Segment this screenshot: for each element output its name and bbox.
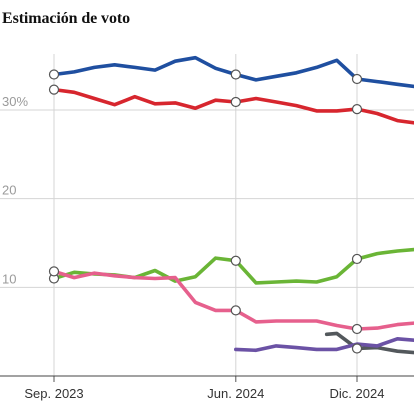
series-line-5: [234, 336, 414, 353]
x-tick-label: Sep. 2023: [24, 386, 83, 401]
y-tick-label: 20: [2, 183, 16, 198]
series-3-marker: [351, 323, 363, 335]
series-0-marker: [48, 69, 60, 80]
y-tick-label: 30%: [2, 94, 28, 109]
x-tick-label: Jun. 2024: [207, 386, 264, 401]
series-line-3: [52, 269, 414, 331]
series-1-marker: [230, 96, 241, 108]
series-0-marker: [351, 73, 363, 85]
series-2-marker: [351, 253, 363, 265]
series-3-marker: [230, 305, 241, 316]
series-2-marker: [230, 255, 241, 266]
series-1-marker: [351, 104, 363, 115]
series-0-marker: [230, 69, 241, 80]
y-tick-label: 10: [2, 271, 16, 286]
chart-title: Estimación de voto: [2, 10, 130, 27]
series-line-4: [324, 331, 414, 355]
x-tick-label: Dic. 2024: [330, 386, 385, 401]
series-markers: [48, 69, 363, 354]
axis: 10 20 30% Sep. 2023 Jun. 2024 Dic. 2024: [0, 94, 414, 401]
series-3-marker: [48, 266, 60, 277]
series-4-marker: [351, 343, 363, 354]
series-1-marker: [48, 84, 60, 95]
series-line-2: [52, 247, 414, 285]
